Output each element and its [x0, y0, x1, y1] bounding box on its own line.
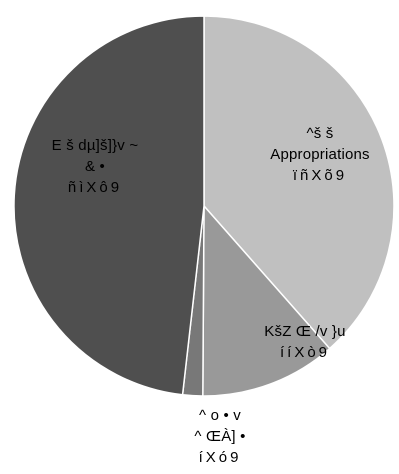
- pie-labels: ^š š Appropriations ïñXõ9 KšZ Œ /v }u ííXò9 ^…: [52, 125, 370, 466]
- slice-label-1-line-2: Appropriations: [270, 146, 370, 163]
- slice-value-label-1: ïñXõ9: [293, 167, 347, 184]
- slice-label-3-line-1: ^ o • v: [199, 407, 241, 424]
- pie-slice-2: [202, 204, 331, 397]
- slice-label-group-4: E š dµ]š]}v ~ & • ñìXô9: [52, 137, 139, 196]
- pie-slice-4: [13, 15, 205, 396]
- slice-label-group-2: KšZ Œ /v }u ííXò9: [264, 323, 345, 361]
- slice-label-group-3: ^ o • v ^ ŒÀ] • íXó9: [194, 407, 245, 466]
- slice-label-4-line-1: E š dµ]š]}v ~: [52, 137, 139, 154]
- slice-value-label-2: ííXò9: [280, 344, 330, 361]
- slice-label-4-line-2: & •: [85, 158, 105, 175]
- slice-label-1-line-1: ^š š: [306, 125, 333, 142]
- slice-value-label-4: ñìXô9: [68, 179, 122, 196]
- pie-slice-1: [203, 15, 395, 350]
- slice-label-3-line-2: ^ ŒÀ] •: [194, 428, 245, 445]
- slice-value-label-3: íXó9: [199, 449, 242, 466]
- pie-slices: [13, 15, 395, 397]
- slice-label-2-line-1: KšZ Œ /v }u: [264, 323, 345, 340]
- slice-label-group-1: ^š š Appropriations ïñXõ9: [270, 125, 370, 184]
